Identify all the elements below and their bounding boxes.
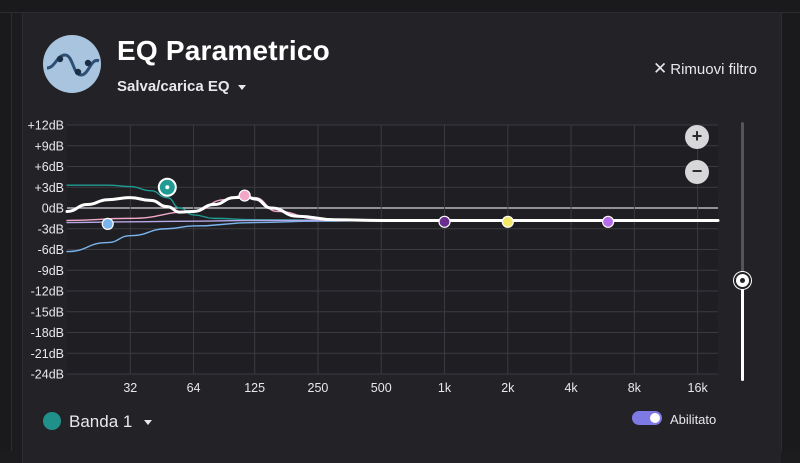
x-tick-label: 2k bbox=[501, 381, 515, 395]
chevron-down-icon bbox=[237, 84, 246, 90]
eq-band-curve bbox=[66, 184, 382, 222]
eq-total-curve bbox=[65, 195, 720, 222]
gain-slider-handle[interactable] bbox=[734, 271, 751, 289]
band-color-dot bbox=[43, 412, 61, 431]
zoom-out-button[interactable]: − bbox=[685, 160, 709, 184]
x-tick-label: 500 bbox=[371, 381, 392, 395]
zoom-in-button[interactable]: + bbox=[685, 125, 709, 149]
enabled-label: Abilitato bbox=[670, 412, 717, 427]
y-tick-label: -12dB bbox=[31, 285, 64, 299]
x-tick-label: 64 bbox=[187, 381, 201, 395]
eq-band-point[interactable] bbox=[501, 215, 514, 228]
enabled-toggle[interactable] bbox=[632, 411, 662, 425]
x-tick-label: 125 bbox=[244, 381, 265, 395]
eq-graph[interactable]: +12dB +9dB +6dB +3dB 0dB -3dB -6dB -9dB -12dB -15… bbox=[0, 0, 800, 451]
page-title: EQ Parametrico bbox=[117, 35, 330, 66]
x-tick-label: 250 bbox=[308, 381, 329, 395]
y-tick-label: -6dB bbox=[38, 243, 64, 257]
y-tick-label: +12dB bbox=[28, 119, 65, 133]
y-tick-label: -18dB bbox=[31, 326, 64, 340]
eq-band-point[interactable] bbox=[601, 215, 615, 228]
eq-band-point[interactable] bbox=[238, 189, 251, 202]
close-icon: ✕ bbox=[653, 59, 668, 78]
preset-label: Salva/carica EQ bbox=[117, 78, 230, 95]
y-tick-label: 0dB bbox=[42, 202, 64, 216]
y-tick-label: +9dB bbox=[34, 139, 64, 153]
gain-slider-fill bbox=[741, 279, 744, 381]
x-tick-label: 4k bbox=[564, 381, 578, 395]
left-edge-panel bbox=[0, 13, 12, 451]
y-tick-label: +6dB bbox=[34, 160, 64, 174]
x-tick-label: 8k bbox=[628, 381, 642, 395]
top-bar bbox=[0, 0, 800, 13]
right-edge-panel bbox=[781, 13, 800, 451]
band-selector[interactable]: Banda 1 bbox=[43, 412, 153, 432]
y-tick-label: -3dB bbox=[38, 222, 64, 236]
preset-dropdown[interactable]: Salva/carica EQ bbox=[117, 78, 246, 95]
remove-filter-label: Rimuovi filtro bbox=[670, 61, 757, 78]
eq-band-curve bbox=[66, 219, 382, 253]
eq-band-point-center bbox=[165, 185, 170, 190]
eq-band-point[interactable] bbox=[438, 215, 451, 228]
x-tick-label: 32 bbox=[123, 381, 137, 395]
gain-slider-track[interactable] bbox=[741, 122, 744, 381]
y-tick-label: +3dB bbox=[34, 181, 64, 195]
chevron-down-icon bbox=[144, 420, 153, 426]
x-tick-label: 16k bbox=[688, 381, 709, 395]
eq-logo-icon bbox=[43, 35, 101, 93]
eq-band-point[interactable] bbox=[101, 217, 114, 231]
band-label: Banda 1 bbox=[69, 412, 133, 431]
y-tick-label: -21dB bbox=[31, 347, 64, 361]
remove-filter-button[interactable]: ✕ Rimuovi filtro bbox=[653, 59, 757, 79]
x-tick-label: 1k bbox=[438, 381, 452, 395]
y-tick-label: -24dB bbox=[31, 368, 64, 382]
y-tick-label: -9dB bbox=[38, 264, 64, 278]
y-tick-label: -15dB bbox=[31, 305, 64, 319]
